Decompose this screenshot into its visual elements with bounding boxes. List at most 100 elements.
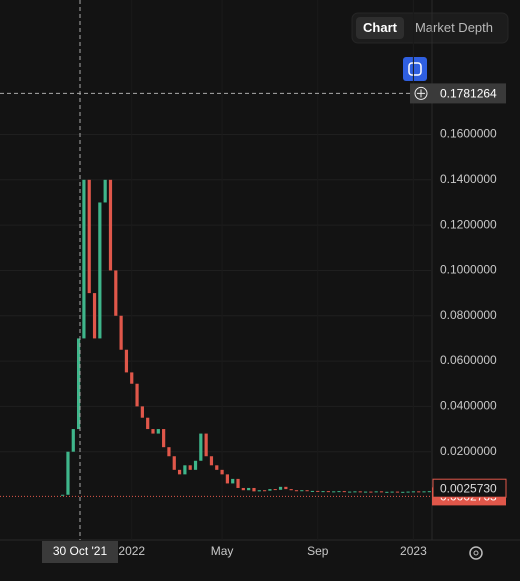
tab-active-bg	[356, 17, 404, 39]
candle	[215, 465, 219, 470]
candle	[401, 491, 405, 493]
candle	[395, 491, 400, 493]
candle	[220, 469, 224, 475]
grid: 0.0200000 0.0400000 0.0600000 0.0800000 0.10…	[0, 126, 498, 559]
y-tick-label: 0.1200000	[440, 217, 497, 231]
candle	[321, 491, 325, 493]
candle	[103, 179, 107, 203]
candle	[98, 202, 102, 339]
candle	[348, 491, 352, 493]
candle	[417, 491, 421, 493]
candle	[124, 349, 129, 373]
settings-icon-core	[473, 550, 479, 556]
fit-button[interactable]	[403, 57, 427, 81]
candle	[385, 491, 389, 493]
candle	[252, 487, 256, 492]
candle	[342, 491, 346, 493]
candle	[71, 429, 75, 452]
x-tick-label: 2022	[118, 544, 145, 558]
candle	[193, 460, 198, 470]
tab[interactable]: Market Depth	[415, 20, 493, 35]
last-price-box	[432, 478, 507, 498]
candle	[379, 491, 384, 493]
candle	[188, 465, 192, 470]
crosshair-plus	[414, 86, 428, 100]
fit-icon	[408, 62, 422, 76]
y-tick-label: 0.1000000	[440, 263, 497, 277]
candle	[162, 429, 166, 448]
candle	[199, 433, 203, 461]
candle	[289, 489, 293, 491]
candle	[156, 429, 160, 434]
candle	[77, 338, 81, 430]
candle	[167, 447, 171, 457]
candle	[177, 469, 182, 475]
candle	[337, 491, 341, 493]
candle	[87, 179, 91, 294]
x-tick-label: Sep	[307, 544, 329, 558]
candle	[353, 491, 357, 493]
candle	[374, 491, 378, 493]
candle	[61, 494, 65, 496]
candle	[332, 491, 336, 493]
crosshair-x-label: 30 Oct '21	[53, 544, 108, 558]
candle	[204, 433, 208, 457]
candle	[363, 491, 368, 493]
candle	[310, 490, 315, 492]
crosshair-plus-cross	[417, 89, 425, 98]
candle	[278, 486, 283, 490]
x-tick-label: May	[211, 544, 234, 558]
y-tick-label: 0.1400000	[440, 172, 497, 186]
candle	[300, 490, 304, 492]
y-tick-label: 0.0800000	[440, 308, 497, 322]
candle	[108, 179, 113, 271]
tab[interactable]: Chart	[363, 20, 398, 35]
candle	[209, 456, 214, 466]
candle	[225, 474, 229, 484]
candle	[369, 491, 373, 493]
candle	[119, 315, 123, 350]
y-tick-label: 0.0600000	[440, 353, 497, 367]
candle	[114, 270, 118, 316]
candles	[61, 179, 431, 496]
candle	[427, 491, 431, 493]
crosshair-y-label: 0.1781264	[440, 87, 497, 101]
crosshair-y-box	[410, 83, 506, 104]
candle	[257, 490, 261, 492]
candle	[406, 491, 410, 493]
candle	[66, 451, 70, 495]
candle	[294, 490, 299, 492]
candle	[231, 478, 235, 484]
y-tick-label: 0.0400000	[440, 399, 497, 413]
candle	[172, 456, 176, 470]
candle	[273, 489, 277, 491]
settings-icon[interactable]	[469, 546, 483, 560]
candle	[316, 490, 320, 492]
x-tick-label: 2023	[400, 544, 427, 558]
candle	[151, 429, 155, 434]
candle	[247, 487, 251, 491]
candle	[146, 417, 150, 430]
candle	[135, 383, 139, 407]
candle	[411, 491, 415, 493]
crosshair-x-box	[42, 541, 118, 563]
candle	[140, 406, 144, 418]
candle	[92, 293, 97, 339]
y-tick-label: 0.0200000	[440, 444, 497, 458]
candle	[284, 486, 288, 490]
candle	[82, 179, 86, 339]
candle	[236, 478, 240, 488]
y-tick-label: 0.1600000	[440, 127, 497, 141]
candle	[241, 487, 245, 491]
candle	[305, 490, 309, 492]
candle	[268, 489, 272, 491]
candle	[183, 465, 187, 475]
candle	[326, 491, 330, 493]
candle	[422, 491, 426, 493]
candle	[263, 490, 267, 492]
candle	[390, 491, 394, 493]
last-price-label: 0.0025730	[440, 481, 497, 495]
